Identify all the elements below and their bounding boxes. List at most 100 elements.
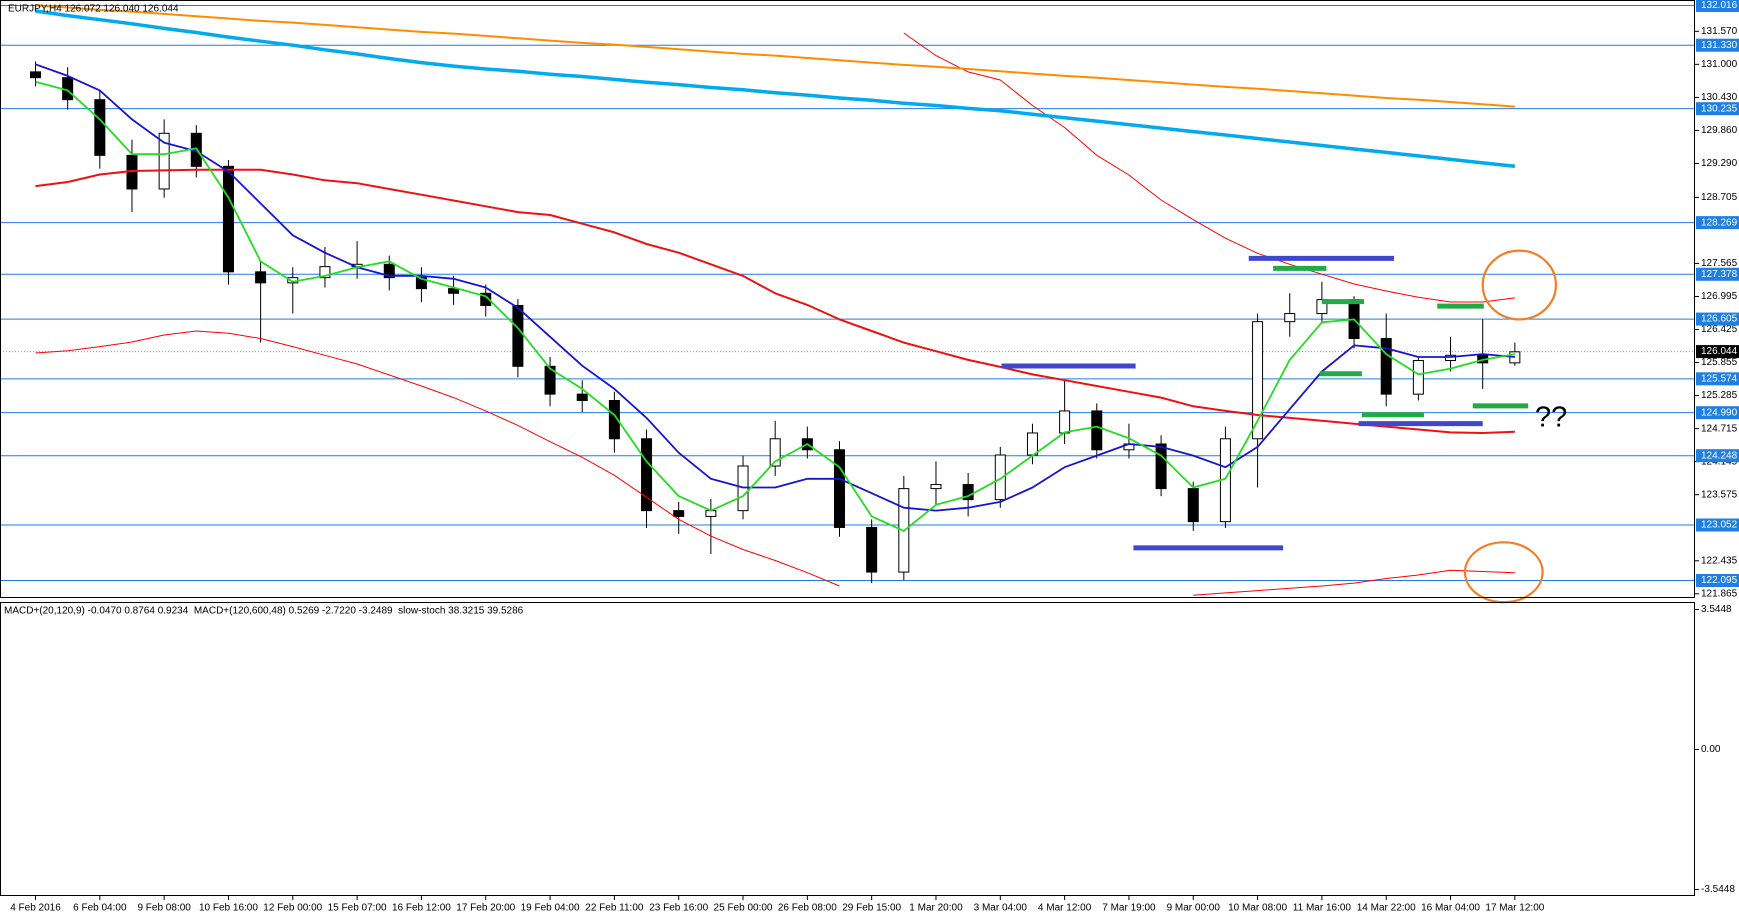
blue-marks	[1001, 255, 1483, 551]
highlight-circle	[1481, 249, 1558, 321]
candle-body	[1187, 488, 1199, 523]
candle-body	[866, 526, 878, 573]
indicator-frame	[0, 602, 1695, 896]
x-tick-label: 10 Mar 08:00	[1228, 903, 1287, 914]
level-label: 126.605	[1701, 314, 1738, 325]
main-frame	[0, 0, 1695, 598]
candle-body	[1091, 410, 1103, 451]
x-tick-label: 9 Mar 00:00	[1167, 903, 1221, 914]
candle-body	[448, 288, 460, 294]
line-series	[35, 330, 1515, 596]
level-label: 127.378	[1701, 269, 1738, 280]
x-tick-label: 16 Feb 12:00	[392, 903, 451, 914]
drawings	[1001, 249, 1558, 604]
candle-body	[158, 132, 170, 190]
candle-body	[930, 484, 942, 490]
y-tick-label: 126.995	[1701, 291, 1738, 302]
candle-body	[608, 400, 620, 440]
candle-body	[415, 277, 427, 290]
x-tick-label: 11 Mar 16:00	[1293, 903, 1352, 914]
candle-body	[1445, 354, 1457, 362]
candle-body	[834, 449, 845, 528]
level-label: 131.330	[1701, 40, 1738, 51]
x-tick-label: 23 Feb 16:00	[649, 903, 708, 914]
x-tick-label: 4 Mar 12:00	[1038, 903, 1092, 914]
level-label: 128.269	[1701, 217, 1738, 228]
x-tick-label: 26 Feb 08:00	[778, 903, 837, 914]
level-label-bg	[1696, 0, 1739, 12]
candle-body	[705, 510, 717, 517]
candle-body	[576, 393, 588, 402]
candle-body	[1284, 313, 1296, 323]
x-tick-label: 4 Feb 2016	[10, 903, 61, 914]
level-label-bg	[1696, 372, 1739, 386]
candle-body	[1316, 299, 1328, 315]
x-tick-label: 29 Feb 15:00	[842, 903, 901, 914]
level-label-bg	[1696, 449, 1739, 463]
candle-body	[480, 292, 492, 306]
level-label-bg	[1696, 267, 1739, 281]
candle-body	[769, 438, 781, 467]
level-label-bg	[1696, 102, 1739, 116]
level-label: 122.095	[1701, 575, 1738, 586]
y-tick-label: 121.865	[1701, 588, 1738, 599]
candle-body	[673, 510, 685, 517]
last-price-bg	[1696, 345, 1739, 359]
level-label-bg	[1696, 518, 1739, 532]
line-series	[903, 32, 1515, 303]
green-marks	[1273, 265, 1529, 418]
candle-body	[1026, 432, 1038, 456]
x-tick-label: 6 Feb 04:00	[73, 903, 127, 914]
y-tick-label: 0.00	[1701, 744, 1721, 755]
x-tick-label: 3 Mar 04:00	[974, 903, 1028, 914]
y-tick-label: 128.705	[1701, 192, 1738, 203]
candle-body	[30, 71, 41, 79]
y-tick-label: 131.570	[1701, 26, 1738, 37]
x-tick-label: 17 Feb 20:00	[456, 903, 515, 914]
x-tick-label: 7 Mar 19:00	[1102, 903, 1156, 914]
question-annotation: ??	[1535, 402, 1567, 434]
line-series	[35, 168, 1515, 434]
x-tick-label: 1 Mar 20:00	[909, 903, 963, 914]
line-series	[35, 63, 1515, 512]
candle-body	[994, 454, 1006, 501]
y-tick-label: -3.5448	[1701, 884, 1735, 895]
level-label-bg	[1696, 406, 1739, 420]
x-tick-label: 14 Mar 22:00	[1357, 903, 1416, 914]
line-series	[35, 80, 1516, 532]
last-price-label: 126.044	[1701, 346, 1738, 357]
y-tick-label: 129.290	[1701, 158, 1738, 169]
y-tick-label: 131.000	[1701, 59, 1738, 70]
candle-body	[641, 438, 653, 512]
x-tick-label: 17 Mar 12:00	[1485, 903, 1544, 914]
main-panel	[30, 4, 1521, 596]
line-series	[35, 4, 1515, 108]
indicator-header: MACD+(20,120,9) -0.0470 0.8764 0.9234 MA…	[4, 606, 524, 617]
level-label-bg	[1696, 38, 1739, 52]
candle-body	[544, 365, 556, 395]
level-label: 124.990	[1701, 407, 1738, 418]
level-label: 124.248	[1701, 450, 1738, 461]
x-tick-label: 19 Feb 04:00	[521, 903, 580, 914]
level-label: 125.574	[1701, 373, 1738, 384]
y-tick-label: 125.285	[1701, 390, 1738, 401]
y-tick-label: 130.430	[1701, 92, 1738, 103]
x-tick-label: 15 Feb 07:00	[328, 903, 387, 914]
candle-body	[383, 263, 395, 279]
candle-body	[255, 271, 267, 284]
level-label: 123.052	[1701, 520, 1738, 531]
y-tick-label: 127.565	[1701, 258, 1738, 269]
candle-body	[1380, 337, 1392, 395]
level-label: 130.235	[1701, 103, 1738, 114]
symbol-header: EURJPY,H4 126.072 126.040 126.044	[8, 4, 179, 15]
level-label-bg	[1696, 216, 1739, 230]
x-tick-label: 10 Feb 16:00	[199, 903, 258, 914]
level-label: 132.016	[1701, 0, 1738, 11]
candle-body	[1059, 410, 1071, 434]
level-label-bg	[1696, 573, 1739, 587]
x-tick-label: 16 Mar 04:00	[1421, 903, 1480, 914]
candle-body	[1412, 360, 1424, 395]
y-tick-label: 129.860	[1701, 125, 1738, 136]
